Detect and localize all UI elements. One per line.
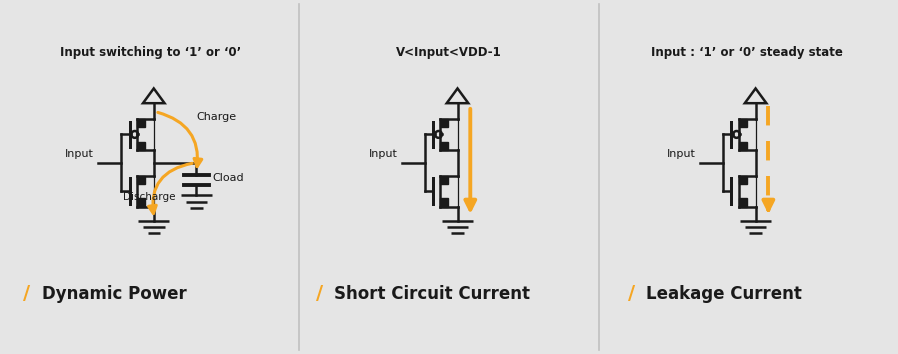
Text: Input : ‘1’ or ‘0’ steady state: Input : ‘1’ or ‘0’ steady state	[651, 46, 843, 59]
Bar	[738, 176, 746, 184]
Text: /: /	[628, 284, 635, 303]
Text: Leakage Current: Leakage Current	[647, 285, 802, 303]
Bar	[136, 142, 145, 150]
Text: Discharge: Discharge	[122, 192, 175, 202]
Text: /: /	[315, 284, 322, 303]
Text: Input: Input	[667, 149, 696, 159]
Text: Short Circuit Current: Short Circuit Current	[334, 285, 530, 303]
Text: Input switching to ‘1’ or ‘0’: Input switching to ‘1’ or ‘0’	[60, 46, 242, 59]
Text: Cload: Cload	[212, 173, 243, 183]
Bar	[441, 198, 448, 207]
Text: V<Input<VDD-1: V<Input<VDD-1	[396, 46, 502, 59]
Bar	[738, 119, 746, 127]
Text: /: /	[23, 284, 31, 303]
Bar	[441, 119, 448, 127]
Bar	[136, 119, 145, 127]
Text: Input: Input	[369, 149, 398, 159]
Text: Charge: Charge	[197, 112, 236, 122]
Text: Input: Input	[66, 149, 94, 159]
Bar	[136, 176, 145, 184]
Bar	[136, 198, 145, 207]
Bar	[738, 198, 746, 207]
Bar	[441, 142, 448, 150]
Bar	[738, 142, 746, 150]
Bar	[441, 176, 448, 184]
Text: Dynamic Power: Dynamic Power	[41, 285, 187, 303]
